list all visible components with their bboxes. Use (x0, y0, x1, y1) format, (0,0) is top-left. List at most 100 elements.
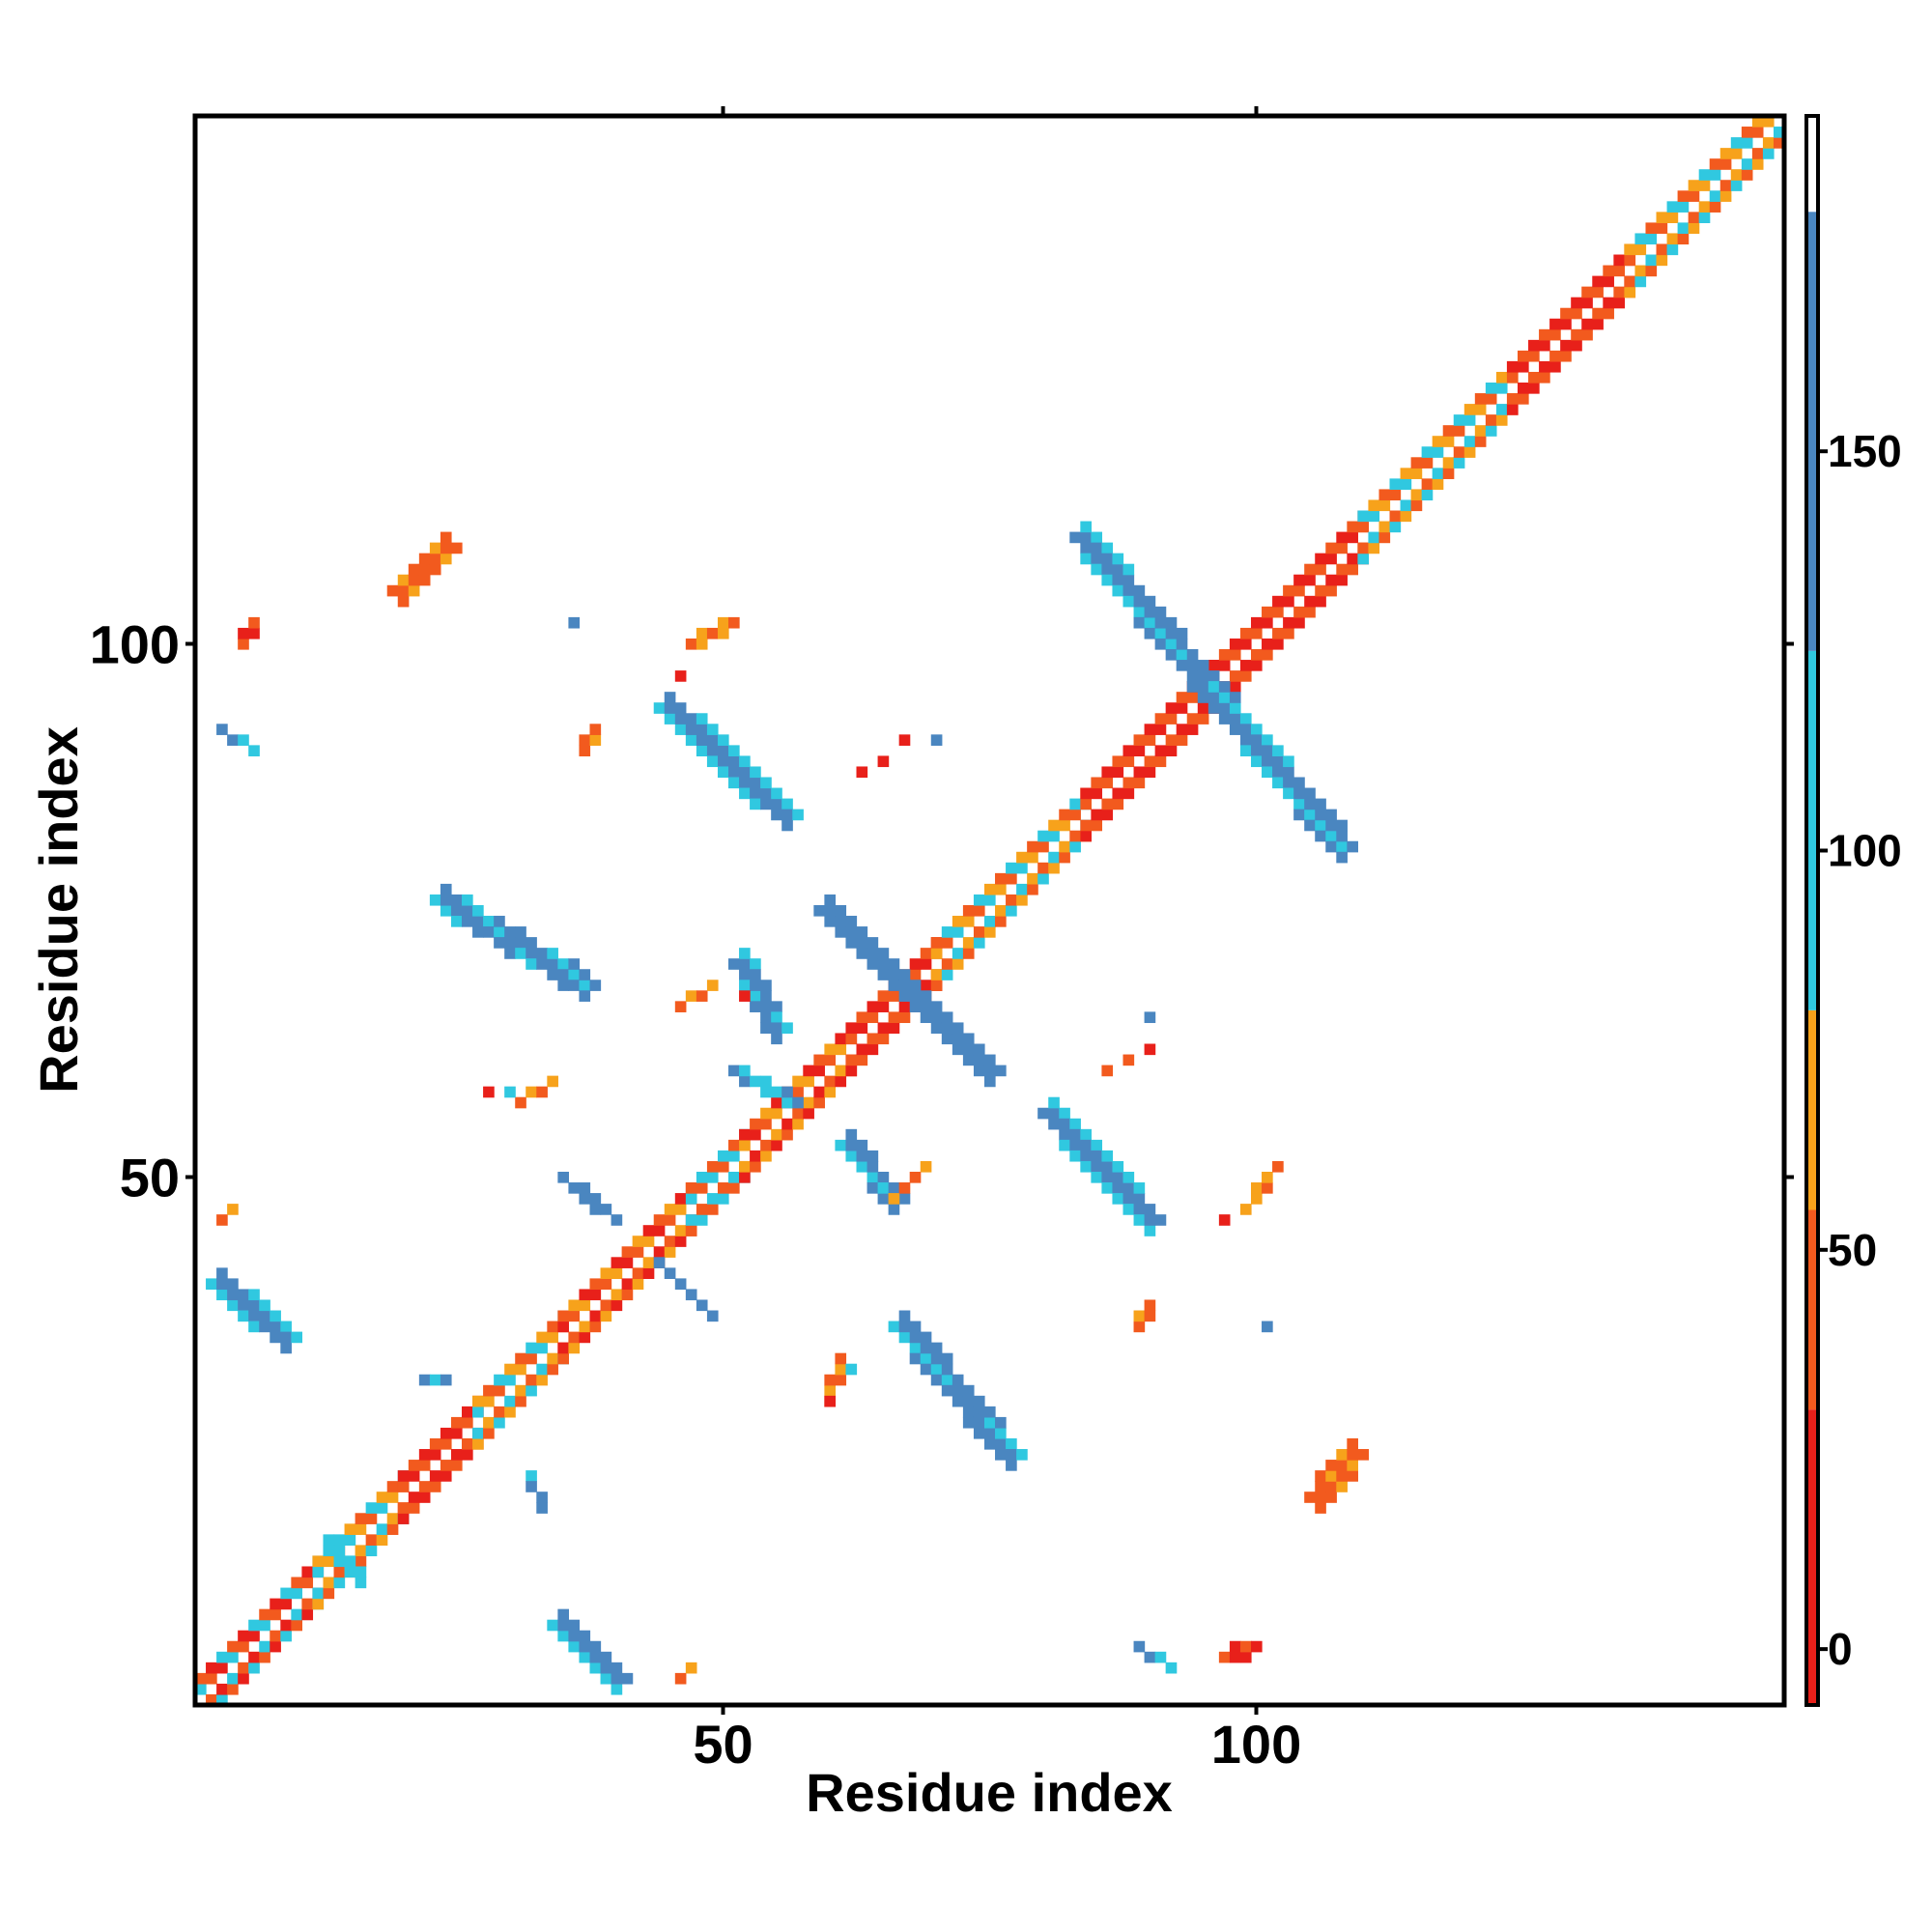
diagonal-cell (739, 1171, 751, 1183)
strand-contact-band (941, 1033, 953, 1045)
contact-patch (248, 627, 260, 639)
strand-contact-band (1112, 1160, 1124, 1173)
strand-contact-band (557, 1619, 570, 1632)
strand-contact-band (355, 1566, 367, 1578)
strand-contact-band (1239, 734, 1252, 746)
strand-contact-band (1101, 553, 1114, 565)
strand-contact-band (1144, 1651, 1156, 1663)
contact-patch (1336, 1449, 1348, 1461)
diagonal-cell (1410, 468, 1423, 479)
strand-contact-band (941, 1022, 953, 1035)
contact-patch (1304, 1492, 1316, 1503)
strand-contact-band (1272, 766, 1284, 779)
diagonal-cell (1389, 521, 1402, 533)
diagonal-cell (1709, 158, 1721, 170)
diagonal-cell (930, 969, 943, 980)
diagonal-cell (238, 1630, 249, 1642)
diagonal-cell (1730, 169, 1743, 181)
strand-contact-band (227, 1278, 239, 1291)
contact-patch (1239, 1640, 1252, 1653)
strand-contact-band (1144, 1204, 1156, 1215)
diagonal-cell (1336, 574, 1348, 586)
x-axis-title: Residue index (806, 1762, 1173, 1823)
strand-contact-band (867, 1160, 879, 1173)
strand-contact-band (909, 1321, 922, 1333)
strand-contact-band (835, 926, 847, 938)
diagonal-cell (995, 872, 1007, 885)
diagonal-cell (1186, 713, 1199, 724)
diagonal-cell (1389, 478, 1402, 491)
diagonal-cell (1719, 180, 1732, 191)
strand-contact-band (1144, 595, 1156, 608)
diagonal-cell (1272, 595, 1284, 608)
contact-cell (504, 1086, 516, 1098)
diagonal-cell (824, 1075, 837, 1088)
diagonal-cell (526, 1374, 537, 1386)
diagonal-cell (1485, 383, 1497, 394)
diagonal-cell (504, 1406, 516, 1418)
diagonal-cell (1656, 254, 1668, 267)
contact-patch (1144, 1299, 1156, 1312)
contact-patch (408, 574, 420, 586)
contact-cell (930, 734, 943, 746)
diagonal-cell (1336, 542, 1348, 554)
diagonal-cell (920, 980, 932, 991)
contact-patch (429, 563, 441, 576)
strand-contact-band (1293, 777, 1305, 789)
diagonal-cell (248, 1630, 260, 1642)
strand-contact-band (739, 1065, 751, 1077)
strand-contact-band (941, 1384, 953, 1397)
strand-contact-band (462, 904, 473, 917)
strand-contact-band (568, 1182, 581, 1194)
diagonal-cell (333, 1534, 346, 1546)
contact-patch (696, 638, 708, 650)
diagonal-cell (1325, 553, 1337, 565)
diagonal-cell (280, 1598, 292, 1610)
strand-contact-band (941, 1011, 953, 1024)
diagonal-cell (1357, 553, 1370, 565)
diagonal-cell (1613, 297, 1625, 309)
contact-cell (568, 616, 581, 629)
strand-contact-band (216, 1289, 228, 1301)
strand-contact-band (1144, 616, 1156, 629)
diagonal-cell (386, 1513, 399, 1524)
diagonal-cell (664, 1214, 676, 1226)
strand-contact-band (995, 1437, 1007, 1450)
strand-contact-band (856, 1139, 868, 1151)
strand-contact-band (952, 1384, 964, 1397)
strand-contact-band (579, 1182, 591, 1194)
strand-contact-band (589, 980, 602, 991)
strand-contact-band (238, 1299, 249, 1312)
strand-contact-band (898, 1310, 911, 1322)
diagonal-cell (792, 1107, 804, 1120)
diagonal-cell (1293, 584, 1305, 597)
strand-contact-band (674, 713, 687, 724)
strand-contact-band (739, 787, 751, 800)
diagonal-cell (365, 1502, 378, 1514)
diagonal-cell (1421, 446, 1434, 458)
strand-contact-band (930, 1352, 943, 1365)
strand-contact-band (706, 1310, 719, 1322)
diagonal-cell (1645, 265, 1658, 277)
diagonal-cell (494, 1416, 505, 1429)
strand-contact-band (1197, 681, 1209, 693)
diagonal-cell (1250, 660, 1263, 671)
strand-contact-band (706, 745, 719, 757)
strand-contact-band (750, 1001, 761, 1012)
contact-cell (1101, 1065, 1114, 1077)
diagonal-cell (1656, 212, 1668, 223)
diagonal-cell (1528, 339, 1540, 352)
diagonal-cell (1421, 457, 1434, 469)
strand-contact-band (909, 1342, 922, 1354)
diagonal-cell (1101, 798, 1114, 810)
strand-contact-band (1229, 724, 1241, 735)
diagonal-cell (611, 1289, 623, 1301)
strand-contact-band (504, 937, 516, 949)
contact-patch (1229, 1640, 1241, 1653)
diagonal-cell (1133, 777, 1146, 789)
diagonal-cell (1197, 702, 1209, 714)
diagonal-cell (771, 1096, 782, 1109)
strand-contact-band (739, 969, 751, 980)
diagonal-cell (1624, 243, 1636, 256)
diagonal-cell (1315, 553, 1326, 565)
